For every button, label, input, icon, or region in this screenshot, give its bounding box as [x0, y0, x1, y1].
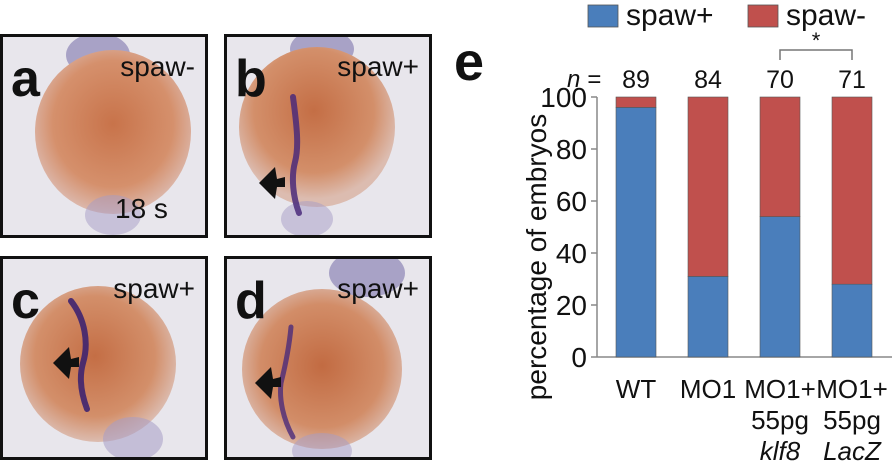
x-tick-label: MO1+ [816, 374, 888, 404]
x-tick-label: WT [616, 374, 657, 404]
bar-segment-spaw- [759, 96, 801, 217]
arrow-icon [255, 367, 281, 399]
panel-label: a [11, 50, 40, 108]
bar-segment-spaw+ [615, 107, 657, 358]
panel-tag: spaw+ [337, 51, 419, 82]
legend-swatch-0 [587, 4, 619, 28]
panel-tag: spaw+ [113, 273, 195, 304]
y-tick-label: 60 [556, 186, 587, 217]
n-value: 84 [694, 66, 722, 94]
panel-tag: spaw+ [337, 273, 419, 304]
y-tick-label: 20 [556, 290, 587, 321]
panel-b: b spaw+ [224, 34, 432, 238]
n-prefix: n = [567, 66, 601, 93]
arrow-icon [53, 347, 79, 379]
x-tick-label: LacZ [823, 436, 882, 466]
x-tick-label: 55pg [823, 405, 881, 435]
legend-label-0: spaw+ [626, 0, 714, 32]
x-tick-label: klf8 [760, 436, 801, 466]
panel-label: b [235, 50, 267, 108]
y-tick-label: 40 [556, 238, 587, 269]
n-labels: n = 89 84 70 71 [567, 66, 866, 94]
bar-segment-spaw+ [759, 216, 801, 358]
bar-segment-spaw- [615, 96, 657, 108]
panel-stage: 18 s [115, 193, 168, 224]
bar-segment-spaw- [831, 96, 873, 285]
panel-a: a spaw- 18 s [0, 34, 208, 238]
x-tick-label: 55pg [751, 405, 809, 435]
bar-segment-spaw+ [687, 276, 729, 358]
y-tick-label: 100 [540, 82, 587, 113]
y-tick-label: 0 [571, 342, 587, 373]
y-tick-label: 80 [556, 134, 587, 165]
significance-label: * [812, 28, 821, 53]
stacked-bar-chart: e spaw+ spaw- percentage of embryos 0 20 4… [454, 0, 892, 466]
embryo-image-b [227, 37, 429, 235]
embryo-image-d [227, 259, 429, 457]
chart-panel-label: e [454, 32, 484, 92]
n-value: 89 [622, 66, 650, 94]
legend-label-1: spaw- [786, 0, 866, 32]
significance-bracket: * [779, 28, 853, 60]
y-axis-label: percentage of embryos [521, 114, 552, 400]
legend-swatch-1 [747, 4, 779, 28]
panel-label: d [235, 272, 267, 330]
n-value: 70 [766, 66, 794, 94]
panel-c: c spaw+ [0, 256, 208, 460]
panel-label: c [11, 272, 40, 330]
panel-tag: spaw- [120, 51, 195, 82]
legend: spaw+ spaw- [587, 0, 866, 32]
embryo-image-c [3, 259, 205, 457]
bar-segment-spaw- [687, 96, 729, 277]
arrow-icon [259, 167, 285, 199]
bars [615, 96, 873, 358]
panel-d: d spaw+ [224, 256, 432, 460]
y-axis: 0 20 40 60 80 100 [540, 82, 892, 373]
n-value: 71 [838, 66, 866, 94]
x-tick-label: MO1+ [744, 374, 816, 404]
bar-segment-spaw+ [831, 283, 873, 358]
x-tick-label: MO1 [680, 374, 736, 404]
bracket-line [779, 49, 853, 60]
embryo-image-a [3, 37, 205, 235]
